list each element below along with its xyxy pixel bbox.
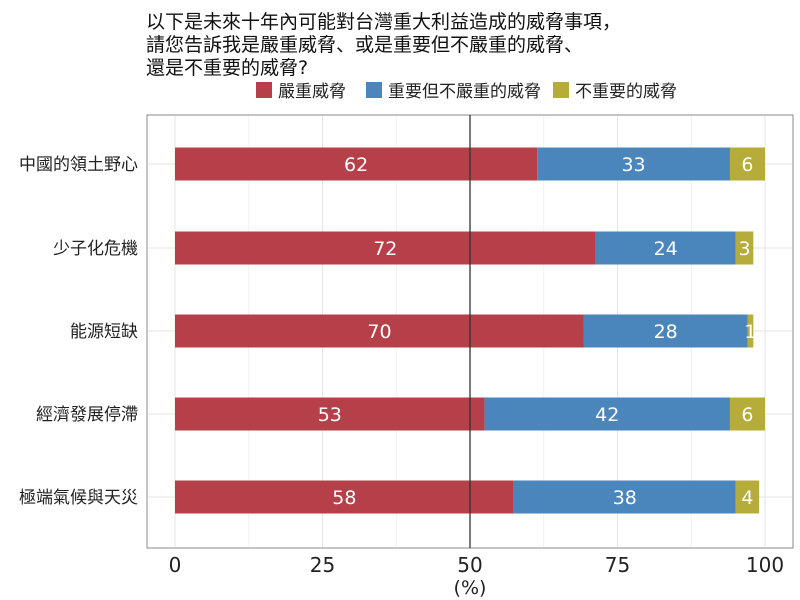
x-tick-label: 75 — [605, 553, 630, 577]
legend-swatch — [553, 82, 569, 98]
x-tick-label: 100 — [746, 553, 784, 577]
bar-value-label: 42 — [595, 404, 619, 426]
bar-segment — [175, 480, 514, 514]
category-label: 中國的領土野心 — [19, 155, 138, 175]
bar-value-label: 58 — [332, 487, 356, 509]
bar-row: 58 38 4 — [175, 480, 760, 514]
bar-value-label: 1 — [744, 321, 756, 343]
category-label: 能源短缺 — [70, 322, 138, 342]
bar-segment — [537, 147, 730, 181]
chart-title-line: 以下是未來十年內可能對台灣重大利益造成的威脅事項， — [146, 11, 621, 33]
bar-segment — [175, 147, 538, 181]
bar-value-label: 38 — [613, 487, 637, 509]
bar-value-label: 62 — [344, 154, 368, 176]
bar-segment — [747, 314, 754, 348]
x-axis-label: (%) — [454, 577, 487, 599]
category-label: 少子化危機 — [53, 239, 138, 259]
bar-value-label: 70 — [367, 321, 391, 343]
category-label: 極端氣候與天災 — [19, 488, 138, 508]
bar-value-label: 33 — [621, 154, 645, 176]
bar-segment — [729, 397, 765, 431]
legend-swatch — [256, 82, 272, 98]
bar-row: 53 42 6 — [175, 397, 765, 431]
bar-value-label: 28 — [654, 321, 678, 343]
bar-value-label: 72 — [373, 238, 397, 260]
bar-row: 70 28 1 — [175, 314, 756, 348]
bar-value-label: 6 — [741, 154, 753, 176]
bar-segment — [735, 480, 760, 514]
bar-segment — [595, 231, 736, 265]
bar-segment — [729, 147, 765, 181]
legend-label: 嚴重威脅 — [278, 82, 346, 102]
legend-swatch — [366, 82, 382, 98]
bar-row: 62 33 6 — [175, 147, 765, 181]
x-tick-label: 50 — [457, 553, 482, 577]
bar-value-label: 3 — [739, 238, 751, 260]
bar-segment — [175, 397, 485, 431]
bar-value-label: 53 — [318, 404, 342, 426]
chart-title: 以下是未來十年內可能對台灣重大利益造成的威脅事項，請您告訴我是嚴重威脅、或是重要… — [146, 11, 621, 79]
chart-title-line: 還是不重要的威脅? — [146, 57, 308, 79]
bar-row: 72 24 3 — [175, 231, 754, 265]
bar-value-label: 6 — [741, 404, 753, 426]
legend-label: 不重要的威脅 — [575, 82, 677, 102]
bar-segment — [513, 480, 736, 514]
legend: 嚴重威脅 重要但不嚴重的威脅 不重要的威脅 — [256, 82, 677, 102]
legend-label: 重要但不嚴重的威脅 — [388, 82, 541, 102]
legend-item: 重要但不嚴重的威脅 — [366, 82, 541, 102]
x-tick-label: 0 — [169, 553, 182, 577]
bar-value-label: 24 — [654, 238, 678, 260]
bar-value-label: 4 — [741, 487, 753, 509]
bar-segment — [735, 231, 754, 265]
chart-title-line: 請您告訴我是嚴重威脅、或是重要但不嚴重的威脅、 — [146, 34, 583, 56]
bar-segment — [484, 397, 730, 431]
category-label: 經濟發展停滯 — [36, 405, 138, 425]
bar-segment — [583, 314, 748, 348]
bar-segment — [175, 314, 584, 348]
legend-item: 不重要的威脅 — [553, 82, 677, 102]
bars: 62 33 6 72 24 3 70 28 1 53 42 6 58 38 4 — [175, 147, 765, 514]
bar-segment — [175, 231, 596, 265]
x-tick-label: 25 — [310, 553, 335, 577]
x-tick-labels: 0 25 50 75 100 — [169, 553, 784, 577]
legend-item: 嚴重威脅 — [256, 82, 346, 102]
